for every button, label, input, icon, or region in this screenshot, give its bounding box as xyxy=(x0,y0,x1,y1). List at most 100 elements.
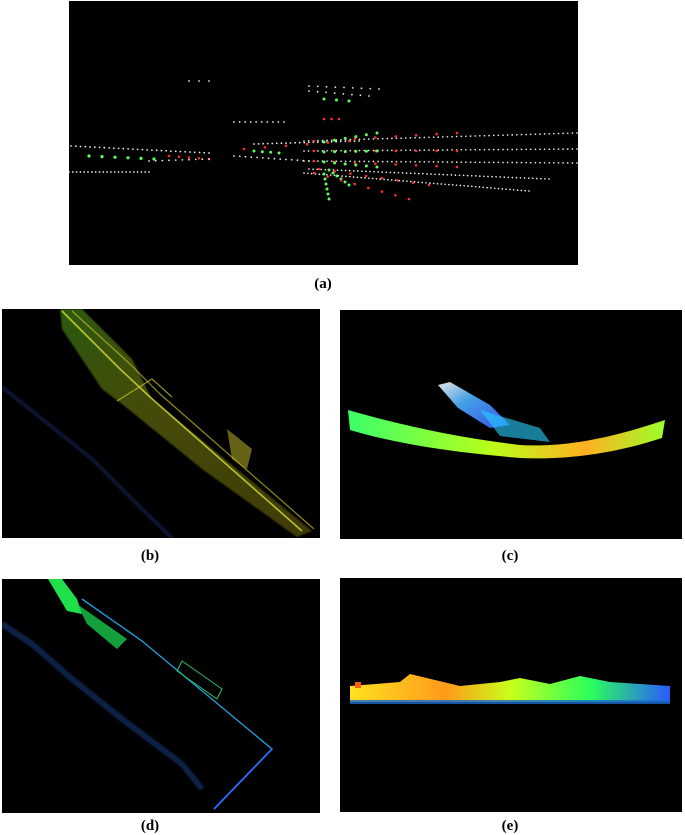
marker-red xyxy=(435,164,438,168)
marker-red xyxy=(455,131,459,135)
marker-green xyxy=(347,183,351,187)
scan-point xyxy=(84,145,87,148)
marker-green xyxy=(269,150,273,154)
scan-point xyxy=(356,170,359,172)
scan-point xyxy=(490,187,492,189)
scan-point xyxy=(266,121,269,123)
scan-point xyxy=(428,149,430,151)
scan-point xyxy=(434,173,436,176)
scan-point xyxy=(160,149,163,152)
scan-point xyxy=(359,94,362,97)
scan-point xyxy=(127,148,129,150)
scan-point xyxy=(437,136,440,138)
marker-green xyxy=(333,161,337,165)
scan-point xyxy=(249,121,252,123)
scan-point xyxy=(422,172,424,175)
scan-point xyxy=(340,169,343,172)
scan-point xyxy=(386,160,389,163)
scan-point xyxy=(340,139,342,141)
scan-point xyxy=(413,180,416,183)
scan-point xyxy=(404,137,407,139)
scan-point xyxy=(528,190,530,192)
scan-point xyxy=(557,132,560,135)
scan-point xyxy=(340,149,342,152)
marker-red xyxy=(339,179,343,182)
scan-point xyxy=(454,174,457,176)
scan-point xyxy=(308,90,310,92)
marker-red xyxy=(242,147,246,151)
scan-point xyxy=(497,134,500,137)
scan-point xyxy=(465,135,467,138)
scan-point xyxy=(378,88,380,90)
marker-green xyxy=(113,155,117,159)
scan-point xyxy=(534,148,537,151)
scan-point xyxy=(368,95,370,97)
scan-point xyxy=(404,160,407,163)
scan-point xyxy=(548,132,551,135)
scan-point xyxy=(543,148,546,151)
scan-point xyxy=(385,171,388,174)
scan-point xyxy=(307,141,310,144)
scan-point xyxy=(74,145,77,148)
scan-point xyxy=(531,177,534,180)
scan-point xyxy=(168,159,170,162)
marker-green xyxy=(327,197,331,201)
scan-point xyxy=(515,148,518,151)
scan-point xyxy=(146,149,148,151)
marker-green xyxy=(322,97,326,101)
scan-point xyxy=(400,137,403,140)
scan-point xyxy=(208,80,210,82)
scan-point xyxy=(432,182,435,185)
scan-point xyxy=(483,148,486,151)
scan-point xyxy=(529,161,532,164)
scan-point xyxy=(493,187,496,190)
scan-point xyxy=(576,132,578,134)
scan-point xyxy=(506,148,509,151)
scan-point xyxy=(102,171,105,173)
scan-point xyxy=(491,175,493,178)
scan-point xyxy=(372,160,375,163)
scan-point xyxy=(438,173,441,176)
scan-point xyxy=(290,158,293,161)
scan-point xyxy=(174,159,177,162)
scan-point xyxy=(255,121,258,123)
marker-green xyxy=(354,135,358,139)
marker-red xyxy=(380,190,384,193)
scan-point xyxy=(310,172,313,175)
scan-point xyxy=(343,86,345,89)
scan-point xyxy=(482,186,485,189)
scan-point xyxy=(413,172,416,175)
scan-point xyxy=(425,181,427,184)
scan-point xyxy=(98,146,101,149)
marker-green xyxy=(126,156,130,160)
scan-point xyxy=(79,145,82,148)
scan-point xyxy=(417,181,420,184)
scan-point xyxy=(432,149,435,151)
scan-point xyxy=(566,132,569,135)
scan-point xyxy=(444,183,446,186)
scan-point xyxy=(273,157,276,160)
scan-point xyxy=(334,86,337,88)
scan-point xyxy=(161,159,164,162)
scan-point xyxy=(414,136,416,139)
marker-green xyxy=(260,150,264,154)
scan-point xyxy=(470,185,473,188)
scan-point xyxy=(450,174,453,176)
marker-red xyxy=(317,167,321,171)
scan-point xyxy=(194,158,197,161)
scan-point xyxy=(112,147,115,150)
scan-point xyxy=(566,162,569,164)
marker-green xyxy=(252,149,256,153)
scan-point xyxy=(506,134,509,136)
figure-panel-e xyxy=(340,578,682,812)
marker-green xyxy=(322,140,326,144)
figure-panel-d xyxy=(2,579,320,813)
scan-point xyxy=(511,134,514,136)
scan-point xyxy=(432,136,435,139)
scan-point xyxy=(428,182,431,184)
scan-point xyxy=(271,142,274,145)
scan-point xyxy=(553,132,555,135)
scan-point xyxy=(238,155,241,158)
scan-point xyxy=(372,138,375,140)
scan-point xyxy=(428,136,430,139)
